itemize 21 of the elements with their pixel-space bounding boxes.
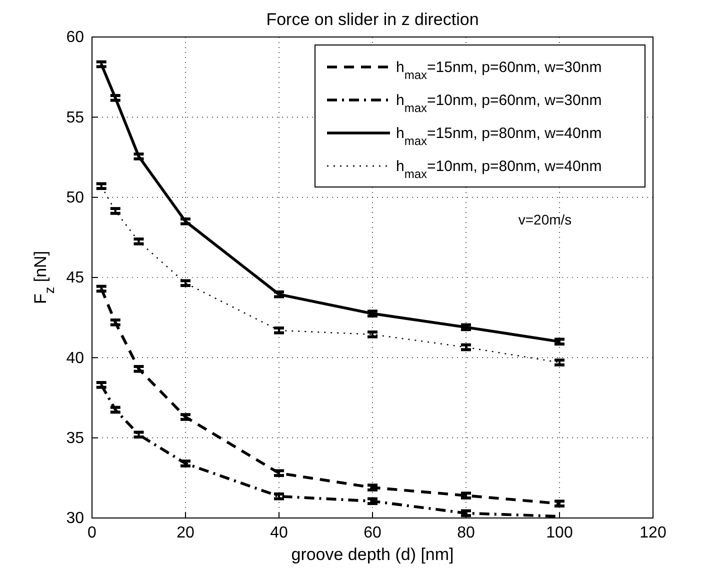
y-tick-label: 35: [66, 430, 84, 447]
legend-label: h$_{max}$=10nm, p=80nm, w=40nm: [396, 158, 602, 181]
x-tick-label: 60: [364, 524, 382, 542]
y-tick-label: 60: [66, 29, 84, 46]
x-tick-label: 20: [176, 524, 194, 542]
legend-label: h$_{max}$=15nm, p=80nm, w=40nm: [396, 125, 602, 148]
y-tick-label: 30: [66, 510, 84, 528]
y-tick-label: 40: [66, 350, 84, 367]
legend-label: h$_{max}$=15nm, p=60nm, w=30nm: [396, 59, 602, 82]
x-tick-label: 100: [546, 524, 573, 542]
x-axis-title: groove depth (d) [nm]: [291, 545, 454, 564]
annotation: v=20m/s: [518, 212, 572, 228]
x-tick-label: 0: [88, 524, 97, 542]
y-tick-label: 55: [66, 109, 84, 126]
chart-title: Force on slider in z direction: [266, 10, 479, 29]
y-tick-label: 45: [66, 270, 84, 287]
y-tick-label: 50: [66, 189, 84, 206]
legend-label: h$_{max}$=10nm, p=60nm, w=30nm: [396, 92, 602, 115]
x-tick-label: 80: [457, 524, 475, 542]
x-tick-label: 120: [640, 524, 666, 542]
x-tick-label: 40: [270, 524, 288, 542]
